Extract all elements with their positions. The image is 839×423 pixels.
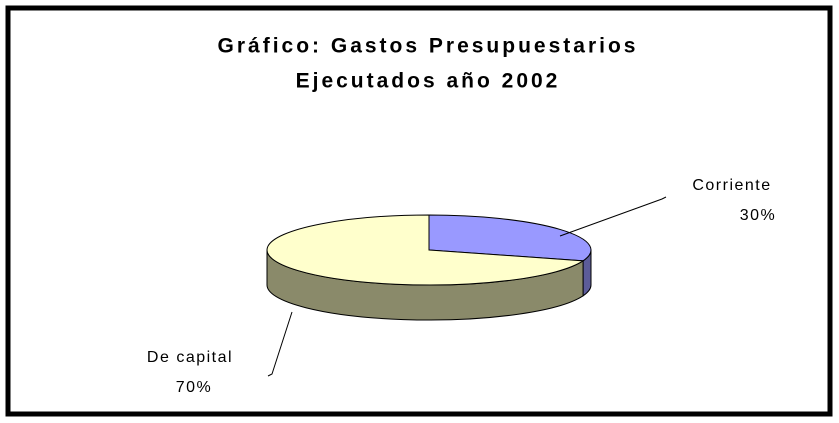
pie-slice (266, 214, 585, 286)
value-label: 30% (740, 207, 777, 224)
leader-line (267, 311, 293, 377)
value-label: 70% (176, 379, 213, 396)
slice-label: Corriente (692, 177, 771, 194)
chart-frame (5, 5, 833, 417)
chart-title: Gráfico: Gastos Presupuestarios (218, 35, 639, 58)
pie-slice (428, 214, 592, 262)
chart-title: Ejecutados año 2002 (296, 70, 561, 93)
slice-label: De capital (147, 349, 233, 366)
leader-line (559, 196, 667, 237)
